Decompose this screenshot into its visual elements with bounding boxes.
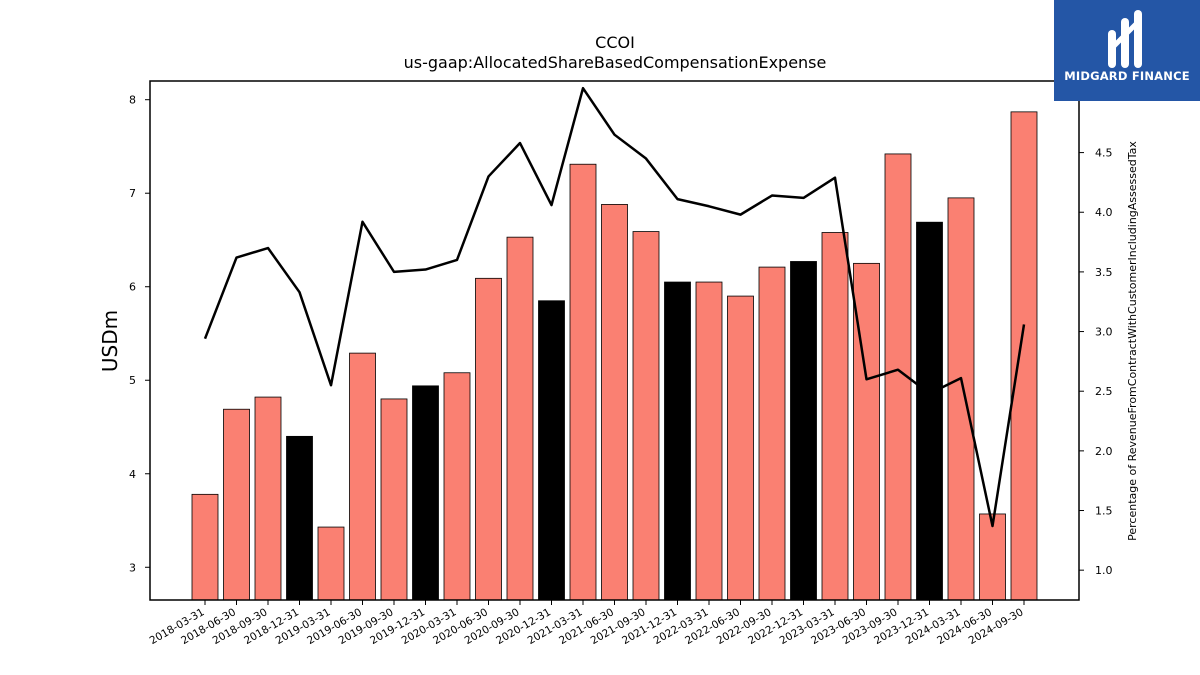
y-axis: 3 4 5 6 7 8 <box>129 94 150 574</box>
bar-2019-06-30 <box>349 352 376 601</box>
bar-2019-03-31 <box>317 526 345 601</box>
y-axis-label: USDm <box>98 310 122 372</box>
chart-title: CCOI <box>595 33 635 52</box>
y-tick-label: 5 <box>129 374 136 387</box>
bar-2021-09-30 <box>632 231 660 601</box>
bar-2020-09-30 <box>506 236 534 601</box>
y-tick-label: 6 <box>129 281 136 294</box>
bar-2024-09-30 <box>1010 111 1038 601</box>
y-tick-label: 7 <box>129 187 136 200</box>
bar-2023-12-31 <box>916 221 943 601</box>
y2-tick-label: 4.0 <box>1095 206 1113 219</box>
bar-2018-09-30 <box>254 396 282 601</box>
bar-2021-12-31 <box>664 281 691 601</box>
bar-2019-12-31 <box>412 385 439 601</box>
bar-2022-03-31 <box>695 281 723 601</box>
logo-text: MIDGARD FINANCE <box>1064 69 1190 83</box>
bar-2024-03-31 <box>947 197 975 601</box>
y2-axis: 1.01.52.02.53.03.54.04.55.0 <box>1079 87 1113 577</box>
y2-axis-label: Percentage of RevenueFromContractWithCus… <box>1126 141 1139 541</box>
bar-2019-09-30 <box>380 398 408 601</box>
x-axis: 2018-03-312018-06-302018-09-302018-12-31… <box>148 600 1026 647</box>
midgard-logo-icon <box>1108 10 1142 68</box>
bar-2024-06-30 <box>979 513 1006 601</box>
y-tick-label: 8 <box>129 94 136 107</box>
bar-2020-12-31 <box>538 300 565 601</box>
y2-tick-label: 1.5 <box>1095 505 1113 518</box>
chart-subtitle: us-gaap:AllocatedShareBasedCompensationE… <box>404 53 827 72</box>
bar-2020-03-31 <box>443 372 471 601</box>
bar-2021-06-30 <box>601 204 628 601</box>
bar-2022-12-31 <box>790 261 817 601</box>
y2-tick-label: 1.0 <box>1095 564 1113 577</box>
bar-2021-03-31 <box>569 163 597 601</box>
y2-tick-label: 4.5 <box>1095 147 1113 160</box>
line-group <box>203 86 1026 528</box>
y2-tick-label: 3.5 <box>1095 266 1113 279</box>
y-tick-label: 3 <box>129 561 136 574</box>
bar-2018-03-31 <box>191 493 219 601</box>
y2-tick-label: 2.5 <box>1095 385 1113 398</box>
y2-tick-label: 3.0 <box>1095 326 1113 339</box>
bar-2018-06-30 <box>223 408 250 601</box>
bar-2023-03-31 <box>821 232 849 601</box>
bar-2022-09-30 <box>758 266 786 601</box>
bars-group <box>191 111 1038 601</box>
logo: MIDGARD FINANCE <box>1054 0 1200 101</box>
y2-tick-label: 2.0 <box>1095 445 1113 458</box>
bar-2022-06-30 <box>727 295 754 601</box>
bar-2020-06-30 <box>475 277 502 601</box>
y-tick-label: 4 <box>129 468 136 481</box>
bar-2018-12-31 <box>286 435 313 601</box>
